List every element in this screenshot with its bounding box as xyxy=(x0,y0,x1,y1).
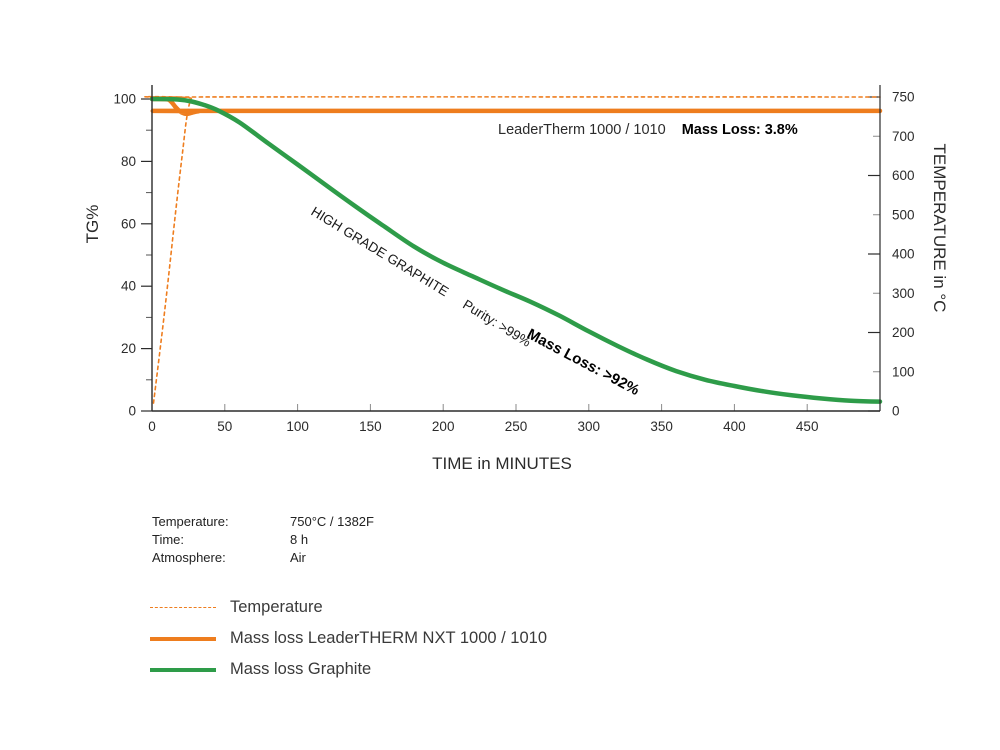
x-tick-label: 200 xyxy=(432,419,455,434)
series-mass-loss-graphite xyxy=(149,96,883,404)
legend-item-graphite: Mass loss Graphite xyxy=(150,654,547,685)
leadertherm-annotation-massloss: Mass Loss: 3.8% xyxy=(682,122,798,138)
leadertherm-annotation: LeaderTherm 1000 / 1010 Mass Loss: 3.8% xyxy=(498,122,798,138)
graphite-annotation-purity: Purity: >99% xyxy=(460,297,533,350)
tga-chart: 0 50 100 150 200 250 300 350 400 450 0 20 40 60 80 100 0… xyxy=(83,85,949,473)
x-tick-label: 100 xyxy=(286,419,309,434)
series-mass-loss-leadertherm-nxt-1000-1010 xyxy=(149,96,883,117)
legend-label: Temperature xyxy=(230,598,323,616)
graphite-massloss-annotation: Mass Loss: >92% xyxy=(524,326,642,400)
y-right-tick-label: 500 xyxy=(892,207,915,222)
y-right-tick-label: 300 xyxy=(892,286,915,301)
condition-row-atmosphere: Atmosphere: Air xyxy=(152,549,374,567)
graphite-annotation: HIGH GRADE GRAPHITE Purity: >99% xyxy=(308,204,533,350)
data-curves xyxy=(144,95,883,404)
y-right-tick-label: 700 xyxy=(892,129,915,144)
x-tick-label: 50 xyxy=(217,419,232,434)
legend-label: Mass loss Graphite xyxy=(230,660,372,678)
y-right-tick-label: 100 xyxy=(892,364,915,379)
x-tick-label: 400 xyxy=(723,419,746,434)
y-axis-right-title: TEMPERATURE in °C xyxy=(930,144,949,313)
y-axis-left-title: TG% xyxy=(83,205,102,244)
condition-value: 8 h xyxy=(290,532,309,547)
condition-row-temperature: Temperature: 750°C / 1382F xyxy=(152,513,374,531)
chart-legend: Temperature Mass loss LeaderTHERM NXT 10… xyxy=(150,592,547,685)
y-right-tick-label: 600 xyxy=(892,168,915,183)
temperature-dashed-line-swatch xyxy=(150,607,216,608)
x-tick-label: 0 xyxy=(148,419,156,434)
y-left-tick-label: 60 xyxy=(121,216,136,231)
y-left-tick-label: 0 xyxy=(128,404,136,419)
test-conditions: Temperature: 750°C / 1382F Time: 8 h Atm… xyxy=(152,513,374,567)
condition-value: Air xyxy=(290,550,306,565)
x-tick-label: 300 xyxy=(578,419,601,434)
y-left-tick-label: 80 xyxy=(121,154,136,169)
series-temperature xyxy=(144,95,881,404)
axes-frame xyxy=(151,85,881,412)
legend-item-temperature: Temperature xyxy=(150,592,547,623)
x-axis-title: TIME in MINUTES xyxy=(432,454,572,473)
x-tick-label: 250 xyxy=(505,419,528,434)
y-left-tick-label: 40 xyxy=(121,279,136,294)
x-tick-label: 150 xyxy=(359,419,382,434)
legend-label: Mass loss LeaderTHERM NXT 1000 / 1010 xyxy=(230,629,548,647)
y-right-tick-label: 0 xyxy=(892,404,900,419)
y-left-tick-label: 20 xyxy=(121,341,136,356)
y-right-tick-label: 750 xyxy=(892,90,915,105)
leadertherm-line-swatch xyxy=(150,636,216,641)
x-tick-label: 350 xyxy=(650,419,673,434)
legend-item-leadertherm: Mass loss LeaderTHERM NXT 1000 / 1010 xyxy=(150,623,547,654)
y-right-tick-label: 400 xyxy=(892,247,915,262)
condition-label: Atmosphere: xyxy=(152,550,226,565)
graphite-annotation-label: HIGH GRADE GRAPHITE xyxy=(308,204,451,299)
condition-value: 750°C / 1382F xyxy=(290,514,374,529)
axis-ticks: 0 50 100 150 200 250 300 350 400 450 0 20 40 60 80 100 0… xyxy=(113,90,914,435)
graphite-line-swatch xyxy=(150,667,216,672)
condition-label: Temperature: xyxy=(152,514,229,529)
y-left-tick-label: 100 xyxy=(113,92,136,107)
leadertherm-annotation-label: LeaderTherm 1000 / 1010 xyxy=(498,122,666,138)
y-right-tick-label: 200 xyxy=(892,325,915,340)
condition-label: Time: xyxy=(152,532,185,547)
condition-row-time: Time: 8 h xyxy=(152,531,374,549)
x-tick-label: 450 xyxy=(796,419,819,434)
